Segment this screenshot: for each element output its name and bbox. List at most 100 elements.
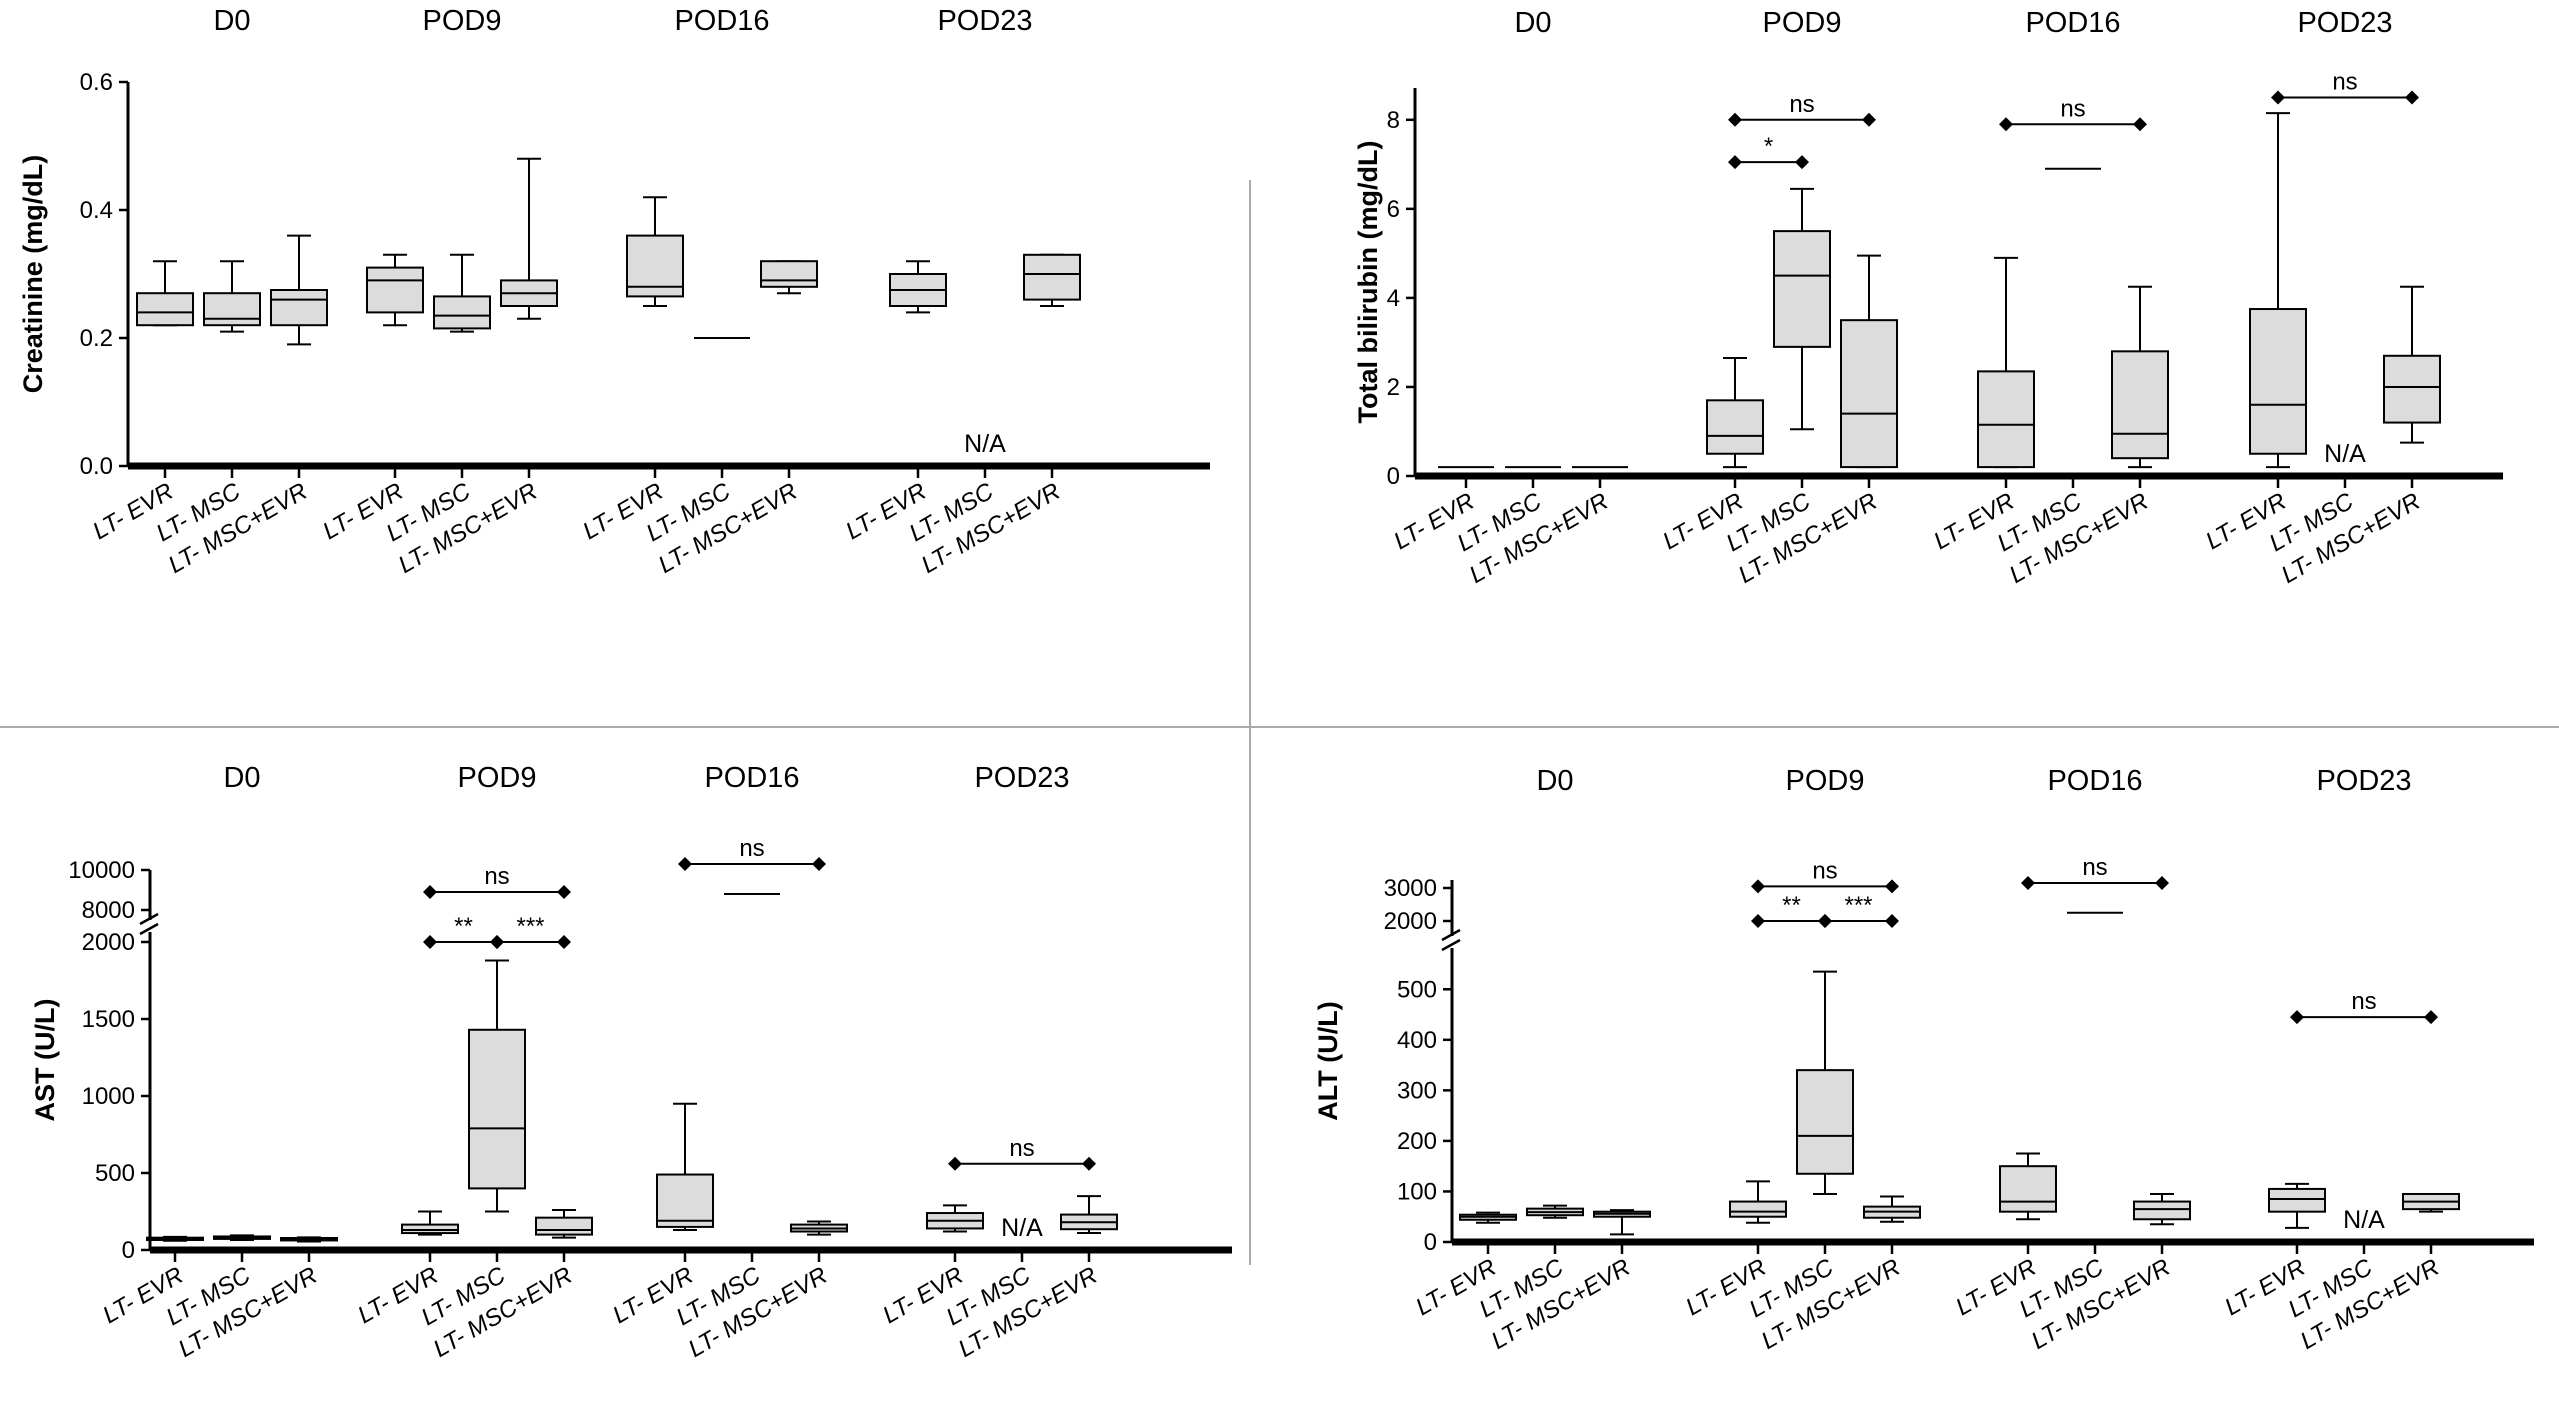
box-pod9-lt-msc-evr — [1840, 254, 1898, 469]
axis-break-mark — [139, 922, 159, 936]
bracket-end-marker — [2424, 1010, 2438, 1025]
y-tick-label: 6 — [1387, 196, 1400, 223]
bracket-end-marker — [557, 935, 571, 949]
box-pod23-lt-evr — [2249, 112, 2307, 469]
group-label-pod9: POD9 — [1763, 7, 1842, 39]
group-label-d0: D0 — [213, 5, 250, 37]
y-tick-label: 0 — [1424, 1229, 1437, 1256]
box-d0-lt-evr — [136, 260, 194, 327]
box-pod9-lt-msc-evr — [1863, 1195, 1921, 1223]
box-iqr — [535, 1216, 593, 1236]
bracket-end-marker — [1795, 155, 1809, 170]
y-tick-label: 500 — [95, 1160, 135, 1187]
box-iqr — [468, 1028, 526, 1190]
group-label-pod9: POD9 — [458, 762, 537, 794]
y-tick-label: 10000 — [68, 857, 135, 884]
y-tick-label: 2000 — [82, 929, 135, 956]
significance-label: ns — [2351, 988, 2376, 1015]
significance-bracket: ns — [1751, 857, 1899, 894]
significance-bracket: *** — [490, 913, 571, 949]
significance-bracket: ns — [423, 863, 571, 899]
box-pod23-lt-msc-evr — [2383, 285, 2441, 444]
creatinine-panel: 0.0 0.2 0.4 0.6 Creatinine (mg/dL) D0 POD9 POD1… — [18, 5, 1210, 579]
box-d0-lt-msc-evr — [1593, 1209, 1651, 1236]
y-tick-label: 2 — [1387, 374, 1400, 401]
na-label: N/A — [2343, 1206, 2385, 1234]
significance-label: * — [1764, 133, 1773, 160]
group-label-pod23: POD23 — [2316, 765, 2411, 797]
box-d0-lt-evr — [1459, 1211, 1517, 1224]
y-tick-label: 500 — [1397, 976, 1437, 1003]
box-iqr — [1023, 253, 1081, 301]
significance-label: ** — [1782, 892, 1801, 919]
na-label: N/A — [2324, 440, 2366, 468]
significance-label: ns — [2082, 854, 2107, 881]
box-pod9-lt-msc-evr — [535, 1208, 593, 1239]
significance-label: ns — [1789, 91, 1814, 118]
box-iqr — [1706, 399, 1764, 455]
significance-label: ns — [1812, 857, 1837, 884]
significance-bracket: ns — [948, 1135, 1096, 1171]
box-pod23-lt-msc-evr — [1060, 1195, 1118, 1235]
y-axis-label: Total bilirubin (mg/dL) — [1353, 141, 1383, 424]
box-pod16-lt-msc-evr — [760, 260, 818, 295]
bracket-end-marker — [1862, 112, 1876, 127]
y-tick-label: 100 — [1397, 1178, 1437, 1205]
bracket-end-marker — [490, 935, 504, 949]
y-axis-label: AST (U/L) — [30, 999, 60, 1122]
group-label-pod16: POD16 — [704, 762, 799, 794]
box-d0-lt-msc-evr — [270, 234, 328, 346]
box-iqr — [1796, 1069, 1854, 1175]
box-iqr — [136, 292, 194, 327]
y-tick-label: 1000 — [82, 1083, 135, 1110]
box-iqr — [366, 266, 424, 314]
group-label-d0: D0 — [1514, 7, 1551, 39]
bracket-end-marker — [1818, 914, 1832, 928]
box-pod23-lt-evr — [2268, 1182, 2326, 1229]
box-pod9-lt-msc — [468, 959, 526, 1213]
bracket-end-marker — [2021, 876, 2035, 891]
y-tick-label: 0 — [122, 1237, 135, 1264]
group-label-pod16: POD16 — [674, 5, 769, 37]
box-iqr — [1977, 370, 2035, 469]
box-pod16-lt-msc-evr — [2133, 1192, 2191, 1226]
significance-bracket: ns — [2021, 854, 2169, 891]
box-iqr — [760, 260, 818, 288]
group-label-pod23: POD23 — [974, 762, 1069, 794]
box-d0-lt-msc-evr — [280, 1236, 338, 1243]
significance-bracket: *** — [1818, 892, 1899, 928]
alt-panel: 0 100 200 300 400 500 2000 3000 ALT (U/L) D0 POD9 P… — [1313, 765, 2534, 1355]
bracket-end-marker — [2405, 90, 2419, 105]
bracket-end-marker — [423, 935, 437, 949]
box-pod9-lt-msc — [1796, 970, 1854, 1195]
y-tick-label: 0 — [1387, 463, 1400, 490]
box-iqr — [2133, 1200, 2191, 1221]
box-pod16-lt-evr — [656, 1102, 714, 1231]
box-pod9-lt-evr — [366, 253, 424, 327]
y-axis-label: ALT (U/L) — [1313, 1001, 1343, 1120]
y-tick-label: 0.4 — [80, 197, 113, 224]
box-pod9-lt-evr — [401, 1210, 459, 1236]
box-pod23-lt-msc-evr — [1023, 253, 1081, 307]
y-tick-label: 0.0 — [80, 453, 113, 480]
bracket-end-marker — [678, 857, 692, 871]
box-iqr — [433, 295, 491, 330]
box-pod23-lt-evr — [926, 1204, 984, 1233]
box-iqr — [270, 289, 328, 327]
y-axis-label: Creatinine (mg/dL) — [18, 155, 48, 394]
bracket-end-marker — [1885, 879, 1899, 894]
group-label-pod16: POD16 — [2025, 7, 2120, 39]
box-pod23-lt-msc-evr — [2402, 1192, 2460, 1213]
bracket-end-marker — [2133, 117, 2147, 132]
box-pod9-lt-evr — [1729, 1180, 1787, 1224]
y-tick-label: 1500 — [82, 1006, 135, 1033]
y-tick-label: 0.2 — [80, 325, 113, 352]
bracket-end-marker — [2271, 90, 2285, 105]
box-iqr — [2383, 354, 2441, 424]
bracket-end-marker — [1751, 914, 1765, 928]
y-tick-label: 8000 — [82, 897, 135, 924]
group-label-d0: D0 — [1536, 765, 1573, 797]
bracket-end-marker — [1082, 1156, 1096, 1171]
